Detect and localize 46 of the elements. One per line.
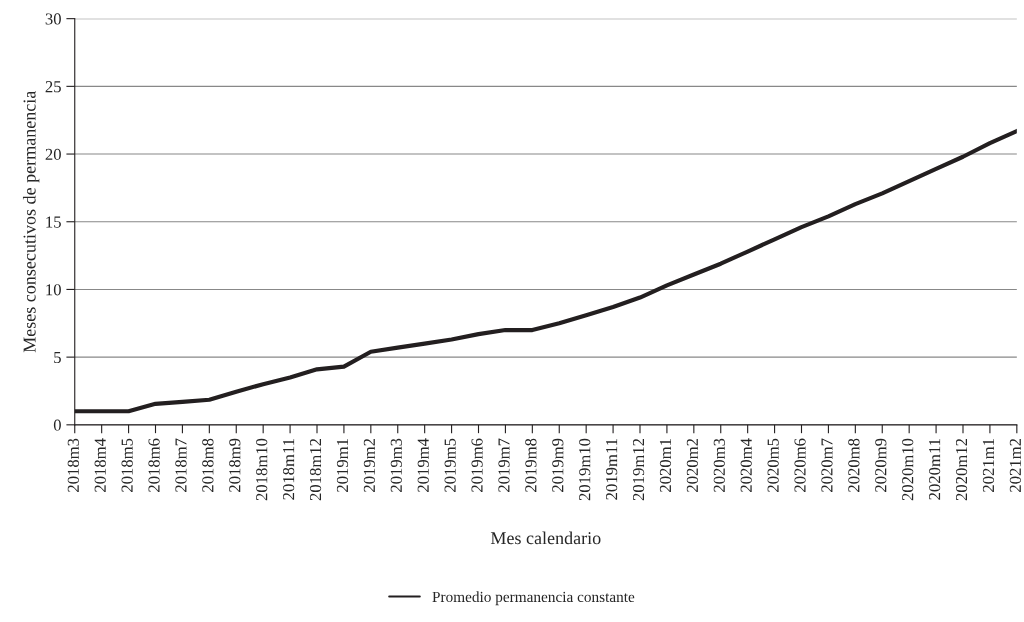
x-tick-label: 2019m10 — [579, 438, 591, 501]
x-tick-label: 2019m3 — [390, 438, 402, 492]
x-tick-label: 2018m5 — [121, 438, 133, 492]
x-tick-label: 2020m10 — [902, 438, 914, 501]
x-tick-label: 2019m8 — [525, 438, 537, 492]
x-tick-label: 2018m3 — [67, 438, 79, 492]
legend-label: Promedio permanencia constante — [432, 591, 635, 606]
x-axis-title: Mes calendario — [490, 531, 601, 545]
x-tick-label: 2020m7 — [821, 438, 833, 492]
x-tick-label: 2019m7 — [498, 438, 510, 492]
x-tick-label: 2019m1 — [336, 439, 349, 492]
x-tick-label: 2018m11 — [283, 439, 295, 500]
x-tick-label: 2018m9 — [229, 438, 241, 492]
x-tick-label: 2019m4 — [417, 438, 429, 492]
y-tick-label: 15 — [46, 216, 61, 228]
x-tick-label: 2020m3 — [713, 438, 725, 492]
x-tick-label: 2018m12 — [309, 438, 322, 501]
x-tick-label: 2020m11 — [929, 439, 941, 500]
x-tick-label: 2021m2 — [1009, 438, 1021, 492]
x-tick-label: 2018m6 — [148, 438, 160, 492]
x-tick-label: 2020m8 — [848, 438, 860, 492]
x-tick-label: 2020m1 — [659, 439, 672, 492]
x-tick-label: 2020m4 — [740, 438, 752, 492]
x-tick-label: 2018m7 — [175, 438, 187, 492]
y-tick-label: 0 — [53, 419, 61, 431]
x-tick-label: 2020m5 — [767, 438, 779, 492]
x-tick-label: 2018m4 — [94, 438, 106, 492]
x-tick-label: 2021m1 — [982, 439, 995, 492]
x-tick-label: 2019m11 — [606, 439, 618, 500]
y-axis-title: Meses consecutivos de permanencia — [22, 90, 40, 353]
x-tick-label: 2019m9 — [552, 438, 564, 492]
x-tick-label: 2020m12 — [955, 438, 968, 501]
y-tick-label: 5 — [54, 352, 61, 364]
x-tick-label: 2019m5 — [444, 438, 456, 492]
x-tick-label: 2019m2 — [363, 438, 376, 492]
y-tick-label: 25 — [45, 81, 61, 93]
x-tick-label: 2019m12 — [632, 438, 645, 501]
y-tick-label: 10 — [46, 284, 61, 296]
x-tick-label: 2018m8 — [202, 438, 214, 492]
x-tick-label: 2019m6 — [471, 438, 483, 492]
x-tick-label: 2020m6 — [794, 438, 806, 492]
x-tick-label: 2018m10 — [256, 438, 268, 501]
x-tick-label: 2020m2 — [686, 438, 699, 492]
x-tick-label: 2020m9 — [875, 438, 887, 492]
y-tick-label: 30 — [45, 13, 61, 25]
y-tick-label: 20 — [45, 148, 61, 160]
